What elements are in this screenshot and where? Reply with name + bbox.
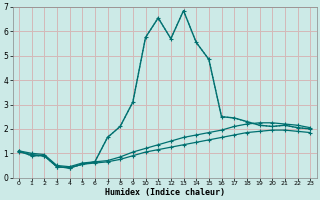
X-axis label: Humidex (Indice chaleur): Humidex (Indice chaleur) bbox=[105, 188, 225, 197]
